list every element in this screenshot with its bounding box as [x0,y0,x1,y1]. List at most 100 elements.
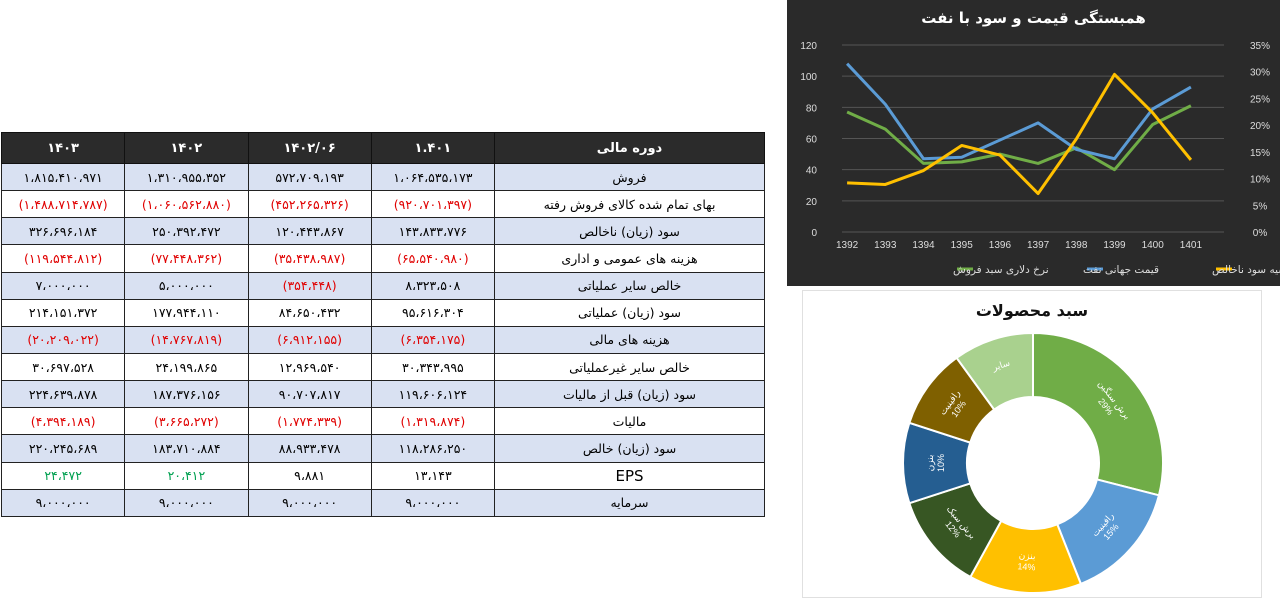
row-label: مالیات [494,407,765,436]
legend-label: قیمت جهانی نفت [1083,264,1159,276]
x-tick-label: 1395 [951,240,974,251]
table-cell: (۶،۹۱۲،۱۵۵) [247,325,372,354]
table-row: ۳۰،۶۹۷،۵۲۸ ۲۴،۱۹۹،۸۶۵ ۱۲،۹۶۹،۵۴۰ ۳۰،۳۴۳،۹۹۵… [0,352,765,382]
table-row: ۲۴،۴۷۲ ۲۰،۴۱۲ ۹،۸۸۱ ۱۳،۱۴۳ EPS [0,461,765,490]
table-cell: (۳۵۴،۴۴۸) [247,271,372,300]
table-cell: ۲۴،۱۹۹،۸۶۵ [124,352,249,382]
row-label: سود (زیان) خالص [494,434,765,463]
y-right-tick-label: 20% [1250,121,1270,132]
slice-value-label: 14% [1017,561,1036,572]
table-row: ۹،۰۰۰،۰۰۰ ۹،۰۰۰،۰۰۰ ۹،۰۰۰،۰۰۰ ۹،۰۰۰،۰۰۰ سرما… [0,488,765,518]
slice-label: بنزن [1018,551,1035,562]
x-tick-label: 1400 [1142,240,1165,251]
col-header-1401: ۱.۴۰۱ [370,132,496,164]
table-cell: ۱۸۳،۷۱۰،۸۸۴ [124,434,249,463]
table-row: ۱،۸۱۵،۴۱۰،۹۷۱ ۱،۳۱۰،۹۵۵،۳۵۲ ۵۷۲،۷۰۹،۱۹۳ ۱،۰… [0,162,765,192]
table-cell: ۱،۳۱۰،۹۵۵،۳۵۲ [124,162,249,192]
table-cell: ۱۴۳،۸۳۳،۷۷۶ [370,217,496,246]
table-row: (۱۱۹،۵۴۴،۸۱۲) (۷۷،۴۴۸،۳۶۲) (۳۵،۴۳۸،۹۸۷) (۶۵… [0,244,765,273]
table-cell: (۹۲۰،۷۰۱،۳۹۷) [370,190,496,219]
row-label: سود (زیان) ناخالص [494,217,765,246]
table-cell: (۴۵۲،۲۶۵،۳۲۶) [247,190,372,219]
row-label: سرمایه [494,488,765,518]
line-chart-title: همبستگی قیمت و سود با نفت [921,9,1146,27]
table-cell: ۲۲۴،۶۳۹،۸۷۸ [0,380,126,409]
table-cell: (۱،۴۸۸،۷۱۴،۷۸۷) [0,190,126,219]
row-label: بهای تمام شده کالای فروش رفته [494,190,765,219]
table-cell: ۷،۰۰۰،۰۰۰ [0,271,126,300]
y-right-tick-label: 5% [1253,201,1268,212]
table-cell: (۲۰،۲۰۹،۰۲۲) [0,325,126,354]
row-label: سود (زیان) عملیاتی [494,298,765,327]
x-tick-label: 1401 [1180,240,1203,251]
series-line-2 [847,72,1193,196]
row-label: خالص سایر عملیاتی [494,271,765,300]
table-row: (۴،۳۹۴،۱۸۹) (۳،۶۶۵،۲۷۲) (۱،۷۷۴،۳۳۹) (۱،۳۱۹،… [0,407,765,436]
table-cell: ۹۵،۶۱۶،۳۰۴ [370,298,496,327]
y-right-tick-label: 0% [1253,228,1268,239]
x-tick-label: 1397 [1027,240,1050,251]
row-label: EPS [494,461,765,490]
y-left-tick-label: 80 [806,103,818,114]
table-cell: ۹،۰۰۰،۰۰۰ [124,488,249,518]
table-cell: (۱،۳۱۹،۸۷۴) [370,407,496,436]
table-cell: ۲۲۰،۲۴۵،۶۸۹ [0,434,126,463]
table-cell: (۷۷،۴۴۸،۳۶۲) [124,244,249,273]
table-cell: ۹،۸۸۱ [247,461,372,490]
table-cell: ۹۰،۷۰۷،۸۱۷ [247,380,372,409]
y-left-tick-label: 100 [800,72,817,83]
table-cell: ۲۴،۴۷۲ [0,461,126,490]
x-tick-label: 1394 [912,240,935,251]
table-cell: ۹،۰۰۰،۰۰۰ [247,488,372,518]
col-header-1403: ۱۴۰۳ [0,132,126,164]
y-left-tick-label: 120 [800,41,817,52]
y-right-tick-label: 25% [1250,94,1270,105]
table-cell: ۸،۳۲۳،۵۰۸ [370,271,496,300]
x-tick-label: 1399 [1103,240,1126,251]
table-cell: ۱،۰۶۴،۵۳۵،۱۷۳ [370,162,496,192]
table-cell: ۲۰،۴۱۲ [124,461,249,490]
table-body: ۱،۸۱۵،۴۱۰،۹۷۱ ۱،۳۱۰،۹۵۵،۳۵۲ ۵۷۲،۷۰۹،۱۹۳ ۱،۰… [0,162,765,518]
table-cell: ۱۲۰،۴۴۳،۸۶۷ [247,217,372,246]
table-cell: (۶۵،۵۴۰،۹۸۰) [370,244,496,273]
row-label: خالص سایر غیرعملیاتی [494,352,765,382]
table-cell: ۱۱۸،۲۸۶،۲۵۰ [370,434,496,463]
col-header-period: دوره مالی [494,132,765,164]
financial-table: ۱۴۰۳ ۱۴۰۲ ۱۴۰۲/۰۶ ۱.۴۰۱ دوره مالی ۱،۸۱۵،… [0,132,765,518]
table-cell: ۳۲۶،۶۹۶،۱۸۴ [0,217,126,246]
col-header-1402-06: ۱۴۰۲/۰۶ [247,132,372,164]
x-tick-label: 1392 [836,240,859,251]
series-line-1 [846,62,1192,161]
donut-slice-6 [955,331,1034,412]
table-cell: ۸۴،۶۵۰،۴۳۲ [247,298,372,327]
row-label: هزینه های عمومی و اداری [494,244,765,273]
y-left-tick-label: 60 [806,135,818,146]
table-cell: (۴،۳۹۴،۱۸۹) [0,407,126,436]
x-tick-label: 1396 [989,240,1012,251]
table-cell: ۹،۰۰۰،۰۰۰ [0,488,126,518]
y-right-tick-label: 15% [1250,148,1270,159]
table-cell: ۲۵۰،۳۹۲،۴۷۲ [124,217,249,246]
legend-label: حاشیه سود ناخالص [1212,264,1280,276]
table-row: ۲۱۴،۱۵۱،۳۷۲ ۱۷۷،۹۴۴،۱۱۰ ۸۴،۶۵۰،۴۳۲ ۹۵،۶۱۶،۳… [0,298,765,327]
product-basket-chart: برش سنگین 29% رافینیت 15% بنزن 14% برش سبک 12% ب… [802,290,1262,598]
table-row: ۳۲۶،۶۹۶،۱۸۴ ۲۵۰،۳۹۲،۴۷۲ ۱۲۰،۴۴۳،۸۶۷ ۱۴۳،۸۳۳… [0,217,765,246]
table-cell: ۵،۰۰۰،۰۰۰ [124,271,249,300]
table-cell: ۱،۸۱۵،۴۱۰،۹۷۱ [0,162,126,192]
y-right-tick-label: 30% [1250,68,1270,79]
table-cell: ۵۷۲،۷۰۹،۱۹۳ [247,162,372,192]
line-chart-svg: 0 20 40 60 80 100 120 0% 5% 10% 15% 20% 25% 30% 35% 139… [800,41,1280,276]
table-cell: ۱۱۹،۶۰۶،۱۲۴ [370,380,496,409]
y-left-tick-label: 40 [806,166,818,177]
series-line-0 [846,104,1192,172]
table-row: ۷،۰۰۰،۰۰۰ ۵،۰۰۰،۰۰۰ (۳۵۴،۴۴۸) ۸،۳۲۳،۵۰۸ خالص… [0,271,765,300]
table-row: ۲۲۴،۶۳۹،۸۷۸ ۱۸۷،۳۷۶،۱۵۶ ۹۰،۷۰۷،۸۱۷ ۱۱۹،۶۰۶،… [0,380,765,409]
legend-label: نرخ دلاری سبد فروش [953,264,1049,276]
table-cell: ۱۲،۹۶۹،۵۴۰ [247,352,372,382]
table-cell: ۳۰،۶۹۷،۵۲۸ [0,352,126,382]
x-tick-label: 1393 [874,240,897,251]
donut-slice-0 [1032,331,1164,497]
table-cell: (۱،۷۷۴،۳۳۹) [247,407,372,436]
donut-chart-title: سبد محصولات [975,301,1089,320]
